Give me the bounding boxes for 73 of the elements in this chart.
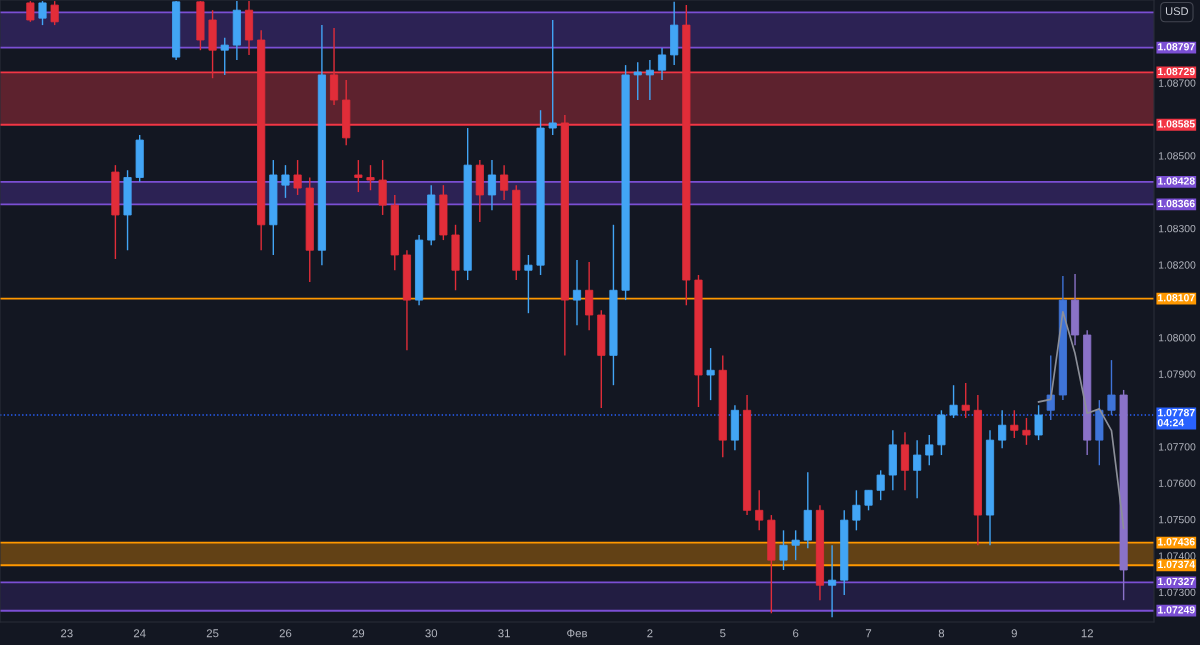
- ref-line-label: 1.08107: [1158, 294, 1195, 302]
- candlestick: [1022, 417, 1031, 446]
- x-tick-label: 30: [425, 629, 438, 638]
- y-tick-label: 1.07700: [1158, 443, 1196, 451]
- x-tick-label: 9: [1011, 629, 1017, 638]
- candlestick: [1107, 359, 1116, 416]
- candlestick: [706, 347, 715, 401]
- candlestick: [1034, 404, 1043, 441]
- candlestick: [949, 384, 958, 419]
- candlestick: [1046, 354, 1055, 421]
- candlestick: [998, 409, 1007, 449]
- candlestick: [500, 164, 509, 201]
- ref-line-label: 1.07436: [1158, 538, 1195, 546]
- candlestick: [779, 529, 788, 571]
- x-tick-label: 5: [720, 629, 726, 638]
- y-tick-label: 1.07400: [1158, 552, 1196, 560]
- y-tick-label: 1.08300: [1158, 224, 1196, 233]
- candlestick: [548, 19, 557, 136]
- y-tick-label: 1.08200: [1158, 261, 1196, 269]
- candlestick: [961, 382, 970, 419]
- y-axis-title: USD: [1165, 7, 1189, 16]
- x-tick-label: 2: [647, 629, 653, 638]
- y-tick-label: 1.08700: [1158, 79, 1196, 87]
- candlestick: [913, 439, 922, 500]
- ref-line-label: 1.08729: [1158, 67, 1195, 76]
- candlestick: [366, 164, 375, 191]
- x-tick-label: 29: [352, 629, 365, 638]
- candlestick: [864, 489, 873, 512]
- y-tick-label: 1.07300: [1158, 588, 1196, 597]
- ref-line-label: 1.07327: [1158, 577, 1195, 586]
- candlestick: [220, 37, 229, 76]
- ref-line-label: 1.08428: [1158, 177, 1195, 185]
- candlestick: [524, 254, 533, 314]
- candlestick: [354, 159, 363, 193]
- line-series: [1037, 310, 1125, 529]
- x-tick-label: 12: [1081, 629, 1093, 638]
- candlestick: [50, 0, 59, 26]
- ref-line-label: 1.07374: [1158, 560, 1196, 569]
- x-tick-label: Фев: [567, 629, 588, 638]
- candlestick: [38, 0, 47, 26]
- candlestick: [828, 544, 837, 618]
- candlestick: [657, 47, 667, 81]
- y-tick-label: 1.08500: [1158, 152, 1196, 160]
- candlestick: [755, 489, 764, 532]
- y-tick-label: 1.08000: [1158, 334, 1196, 342]
- ref-line-label: 1.07249: [1158, 606, 1195, 614]
- x-tick-label: 31: [498, 629, 510, 638]
- candlestick: [925, 434, 934, 466]
- candlestick: [281, 164, 290, 199]
- candlestick: [645, 59, 654, 101]
- ref-line-label: 1.08366: [1158, 199, 1195, 208]
- y-tick-label: 1.07900: [1158, 370, 1196, 378]
- candlestick: [633, 61, 642, 101]
- candlestick: [852, 489, 861, 532]
- candlestick: [791, 529, 800, 561]
- candlestick: [1010, 409, 1019, 439]
- candlestick: [487, 159, 497, 211]
- candlestick: [293, 159, 302, 196]
- x-tick-label: 23: [61, 629, 73, 638]
- candlestick: [572, 259, 582, 326]
- x-tick-label: 26: [279, 629, 292, 638]
- ref-line-label: 1.08797: [1158, 43, 1195, 51]
- candlestick: [876, 469, 885, 501]
- x-tick-label: 7: [865, 629, 872, 638]
- ref-line-label: 1.08585: [1158, 120, 1195, 128]
- ref-line-label: 1.07787 04:24: [1157, 408, 1195, 427]
- x-tick-label: 24: [133, 629, 146, 638]
- y-tick-label: 1.07500: [1158, 515, 1196, 524]
- candlestick: [26, 0, 35, 23]
- x-tick-label: 25: [206, 629, 219, 638]
- x-tick-label: 6: [793, 629, 799, 638]
- x-tick-label: 8: [938, 629, 945, 638]
- y-tick-label: 1.07600: [1158, 479, 1196, 487]
